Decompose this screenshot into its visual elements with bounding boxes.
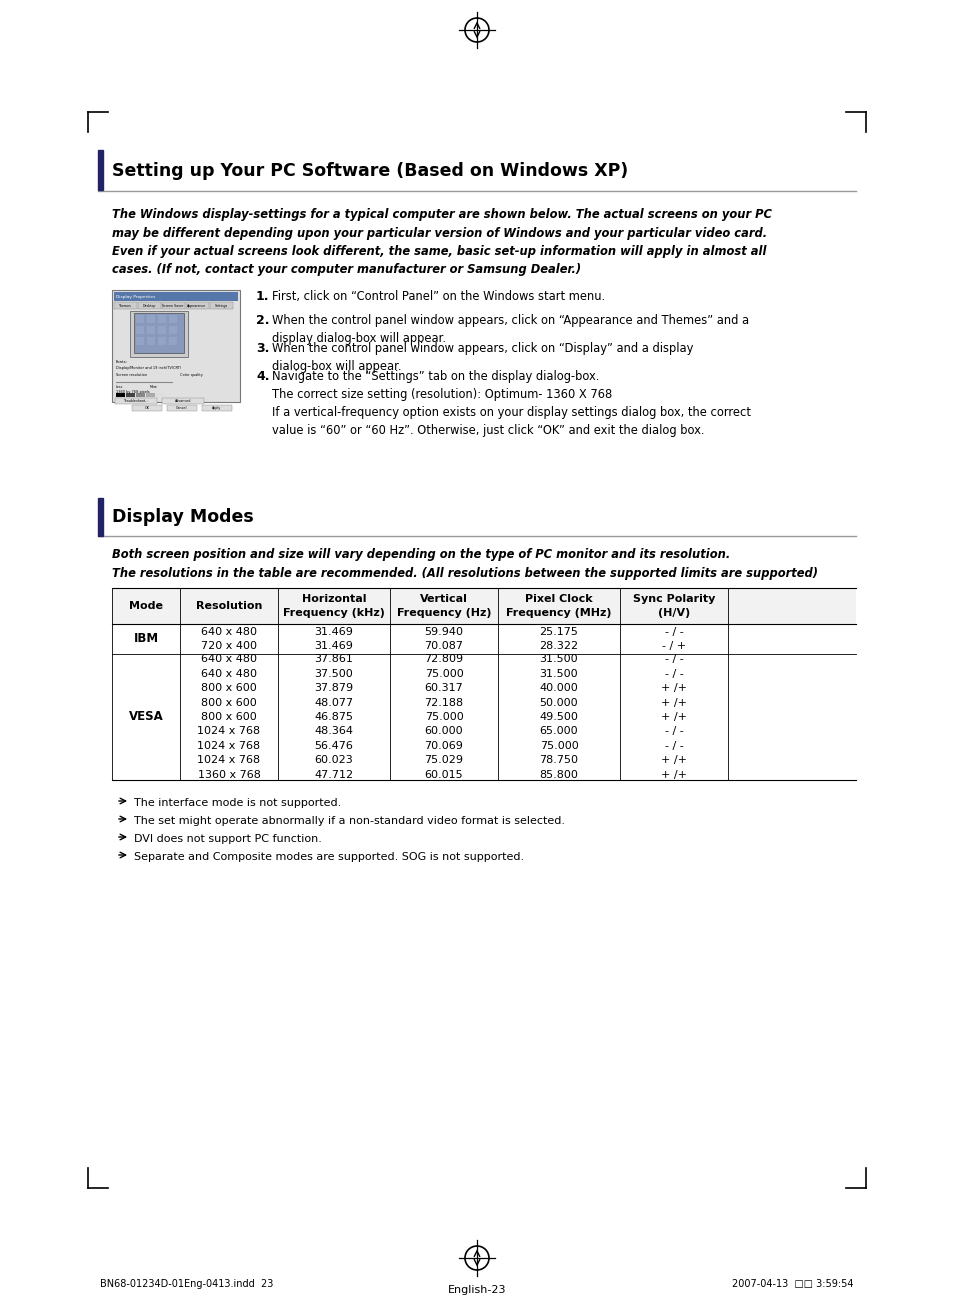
Text: English-23: English-23 — [447, 1285, 506, 1294]
Bar — [113, 291, 237, 301]
Text: When the control panel window appears, click on “Display” and a display
dialog-b: When the control panel window appears, c… — [272, 342, 693, 373]
Text: The Windows display-settings for a typical computer are shown below. The actual : The Windows display-settings for a typic… — [112, 208, 771, 277]
Text: First, click on “Control Panel” on the Windows start menu.: First, click on “Control Panel” on the W… — [272, 290, 604, 303]
Bar — [158, 337, 166, 345]
Bar — [136, 393, 145, 397]
Bar — [162, 398, 204, 405]
Bar — [112, 588, 855, 624]
Text: Color quality: Color quality — [180, 373, 203, 377]
Bar — [147, 315, 154, 323]
Text: 3.: 3. — [255, 342, 269, 355]
Text: BN68-01234D-01Eng-0413.indd  23: BN68-01234D-01Eng-0413.indd 23 — [100, 1279, 274, 1289]
Text: Settings: Settings — [214, 304, 228, 308]
Bar — [186, 302, 209, 310]
Text: Resolution: Resolution — [195, 601, 262, 611]
Text: 4.: 4. — [255, 369, 269, 382]
Text: Display/Monitor and 19 inch(TV/CRT): Display/Monitor and 19 inch(TV/CRT) — [116, 366, 181, 369]
Text: IBM: IBM — [133, 632, 158, 645]
Bar — [136, 327, 144, 334]
Text: More: More — [150, 385, 157, 389]
Text: Sync Polarity
(H/V): Sync Polarity (H/V) — [632, 595, 715, 618]
Text: Fonts:: Fonts: — [116, 360, 128, 364]
Bar — [98, 498, 103, 536]
Text: Troubleshoot...: Troubleshoot... — [124, 399, 148, 403]
Bar — [138, 302, 161, 310]
Bar — [146, 393, 154, 397]
Text: Advanced: Advanced — [174, 399, 191, 403]
Text: Separate and Composite modes are supported. SOG is not supported.: Separate and Composite modes are support… — [133, 852, 523, 863]
Bar — [169, 315, 177, 323]
Text: Setting up Your PC Software (Based on Windows XP): Setting up Your PC Software (Based on Wi… — [112, 163, 628, 180]
Bar — [136, 315, 144, 323]
Text: Cancel: Cancel — [176, 406, 188, 410]
Text: Display Modes: Display Modes — [112, 507, 253, 526]
Bar — [169, 337, 177, 345]
Text: 640 x 480
640 x 480
800 x 600
800 x 600
800 x 600
1024 x 768
1024 x 768
1024 x 7: 640 x 480 640 x 480 800 x 600 800 x 600 … — [197, 654, 260, 779]
Text: Navigate to the “Settings” tab on the display dialog-box.
The correct size setti: Navigate to the “Settings” tab on the di… — [272, 369, 750, 437]
Text: 25.175
28.322: 25.175 28.322 — [538, 627, 578, 652]
Bar — [113, 302, 137, 310]
Bar — [115, 398, 157, 405]
Text: Screen resolution: Screen resolution — [116, 373, 147, 377]
Text: 1.: 1. — [255, 290, 269, 303]
Text: When the control panel window appears, click on “Appearance and Themes” and a
di: When the control panel window appears, c… — [272, 314, 748, 345]
Bar — [147, 337, 154, 345]
Bar — [132, 405, 162, 411]
Bar — [167, 405, 196, 411]
Bar — [210, 302, 233, 310]
Text: - / -
- / -
+ /+
+ /+
+ /+
- / -
- / -
+ /+
+ /+: - / - - / - + /+ + /+ + /+ - / - - / - +… — [660, 654, 686, 779]
Bar — [136, 337, 144, 345]
Text: Less: Less — [116, 385, 123, 389]
Text: Both screen position and size will vary depending on the type of PC monitor and : Both screen position and size will vary … — [112, 548, 817, 579]
Bar — [158, 327, 166, 334]
Text: The interface mode is not supported.: The interface mode is not supported. — [133, 798, 341, 808]
Text: - / -
- / +: - / - - / + — [661, 627, 685, 652]
Text: 59.940
70.087: 59.940 70.087 — [424, 627, 463, 652]
Bar — [130, 311, 188, 356]
Text: Desktop: Desktop — [142, 304, 155, 308]
Text: Appearance: Appearance — [187, 304, 207, 308]
Text: 640 x 480
720 x 400: 640 x 480 720 x 400 — [201, 627, 256, 652]
Text: The set might operate abnormally if a non-standard video format is selected.: The set might operate abnormally if a no… — [133, 816, 564, 826]
Bar — [116, 393, 125, 397]
Bar — [156, 393, 165, 397]
Text: VESA: VESA — [129, 710, 163, 723]
Text: Vertical
Frequency (Hz): Vertical Frequency (Hz) — [396, 595, 491, 618]
Text: Themes: Themes — [118, 304, 132, 308]
Text: 31.469
31.469: 31.469 31.469 — [314, 627, 353, 652]
Bar — [112, 290, 240, 402]
Text: OK: OK — [144, 406, 150, 410]
Bar — [162, 302, 185, 310]
Bar — [147, 327, 154, 334]
Text: Horizontal
Frequency (kHz): Horizontal Frequency (kHz) — [283, 595, 384, 618]
Text: 72.809
75.000
60.317
72.188
75.000
60.000
70.069
75.029
60.015: 72.809 75.000 60.317 72.188 75.000 60.00… — [424, 654, 463, 779]
Bar — [126, 393, 135, 397]
Text: Display Properties: Display Properties — [116, 295, 155, 299]
Text: 2007-04-13  □□ 3:59:54: 2007-04-13 □□ 3:59:54 — [732, 1279, 853, 1289]
Text: 37.861
37.500
37.879
48.077
46.875
48.364
56.476
60.023
47.712: 37.861 37.500 37.879 48.077 46.875 48.36… — [314, 654, 354, 779]
Text: Apply: Apply — [213, 406, 221, 410]
Bar — [202, 405, 232, 411]
Text: DVI does not support PC function.: DVI does not support PC function. — [133, 834, 321, 844]
Text: Pixel Clock
Frequency (MHz): Pixel Clock Frequency (MHz) — [506, 595, 611, 618]
Bar — [98, 150, 103, 190]
Text: Screen Saver: Screen Saver — [162, 304, 183, 308]
Text: Mode: Mode — [129, 601, 163, 611]
Text: 2.: 2. — [255, 314, 269, 327]
Text: 31.500
31.500
40.000
50.000
49.500
65.000
75.000
78.750
85.800: 31.500 31.500 40.000 50.000 49.500 65.00… — [539, 654, 578, 779]
Bar — [133, 314, 184, 353]
Bar — [158, 315, 166, 323]
Bar — [169, 327, 177, 334]
Text: 1360 by 768 pixels: 1360 by 768 pixels — [116, 390, 150, 394]
